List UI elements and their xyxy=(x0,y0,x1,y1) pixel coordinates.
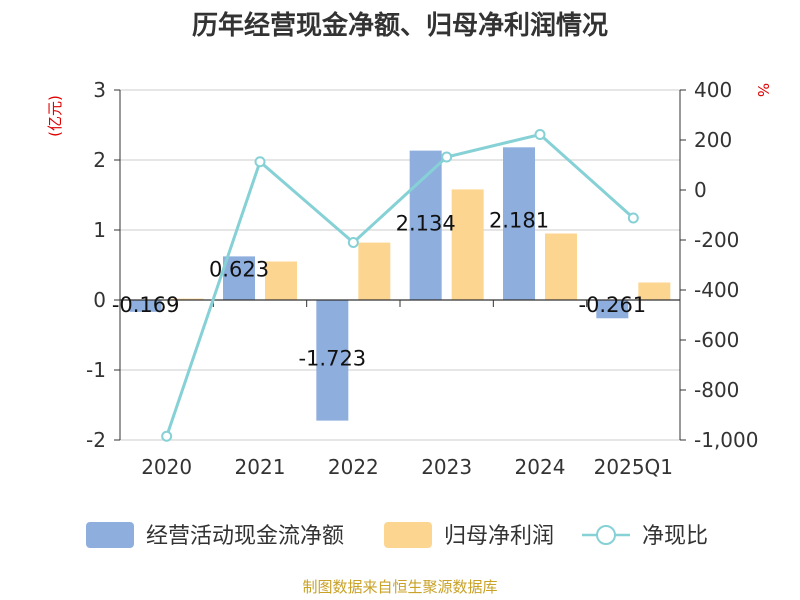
right-tick-label: 200 xyxy=(694,128,732,152)
left-axis-ticks: 3 2 1 0 -1 -2 xyxy=(86,78,120,452)
net-profit-bar xyxy=(451,189,484,300)
x-tick-label: 2022 xyxy=(328,455,379,479)
legend-swatch-ratio-marker xyxy=(596,525,616,545)
x-tick-label: 2023 xyxy=(421,455,472,479)
left-tick-label: 0 xyxy=(93,288,106,312)
cash-flow-bar xyxy=(596,300,629,319)
ratio-point xyxy=(254,156,266,168)
ratio-point xyxy=(161,430,173,442)
right-tick-label: -200 xyxy=(694,228,739,252)
cash-flow-bar xyxy=(129,300,162,312)
net-profit-bar xyxy=(358,242,391,300)
cash-flow-label: -1.723 xyxy=(298,347,366,371)
legend-label-cash-flow: 经营活动现金流净额 xyxy=(146,524,344,549)
axes xyxy=(119,90,681,440)
gridlines xyxy=(120,89,680,441)
ratio-line-path xyxy=(165,132,635,437)
right-tick-label: -400 xyxy=(694,278,739,302)
ratio-point xyxy=(534,129,546,140)
left-tick-label: 3 xyxy=(93,78,106,102)
left-tick-label: 2 xyxy=(93,148,106,172)
legend-label-ratio: 净现比 xyxy=(642,524,708,549)
cash-flow-label: -0.169 xyxy=(112,293,180,317)
right-tick-label: 400 xyxy=(694,78,732,102)
net-profit-bar xyxy=(171,298,204,300)
bars xyxy=(129,147,671,421)
right-tick-label: -600 xyxy=(694,328,739,352)
left-tick-label: -1 xyxy=(86,358,106,382)
data-labels: -0.169 0.623 -1.723 2.134 2.181 -0.261 xyxy=(112,208,646,370)
right-axis-unit: % xyxy=(754,83,772,97)
legend-swatch-net-profit xyxy=(384,522,432,548)
cash-flow-bar xyxy=(316,300,349,421)
legend-label-net-profit: 归母净利润 xyxy=(444,524,554,549)
left-tick-label: -2 xyxy=(86,428,106,452)
cash-flow-bar xyxy=(223,256,255,300)
cash-flow-bar xyxy=(503,147,535,300)
net-profit-bar xyxy=(265,261,297,300)
source-note: 制图数据来自恒生聚源数据库 xyxy=(302,578,497,596)
legend: 经营活动现金流净额 归母净利润 净现比 xyxy=(86,522,708,549)
right-axis-ticks: 400 200 0 -200 -400 -600 -800 -1,000 xyxy=(680,78,758,452)
x-axis-ticks: 2020 2021 2022 2023 2024 2025Q1 xyxy=(119,300,681,479)
cash-flow-label: 0.623 xyxy=(209,257,269,281)
cash-flow-label: 2.134 xyxy=(396,212,456,236)
ratio-point xyxy=(627,212,639,224)
right-tick-label: -800 xyxy=(694,378,739,402)
net-profit-bar xyxy=(638,282,671,300)
x-tick-label: 2021 xyxy=(235,455,286,479)
legend-swatch-cash-flow xyxy=(86,522,134,548)
cash-flow-label: -0.261 xyxy=(578,293,646,317)
left-axis-unit: (亿元) xyxy=(46,95,64,137)
x-tick-label: 2020 xyxy=(141,455,192,479)
ratio-point xyxy=(441,151,453,163)
ratio-point xyxy=(347,237,359,248)
net-profit-bar xyxy=(545,233,577,300)
ratio-line xyxy=(161,129,639,442)
x-tick-label: 2024 xyxy=(515,455,566,479)
left-tick-label: 1 xyxy=(93,218,106,242)
right-tick-label: -1,000 xyxy=(694,428,758,452)
cash-flow-label: 2.181 xyxy=(489,208,549,232)
right-tick-label: 0 xyxy=(694,178,707,202)
x-tick-label: 2025Q1 xyxy=(594,455,673,479)
chart-title: 历年经营现金净额、归母净利润情况 xyxy=(192,10,608,41)
